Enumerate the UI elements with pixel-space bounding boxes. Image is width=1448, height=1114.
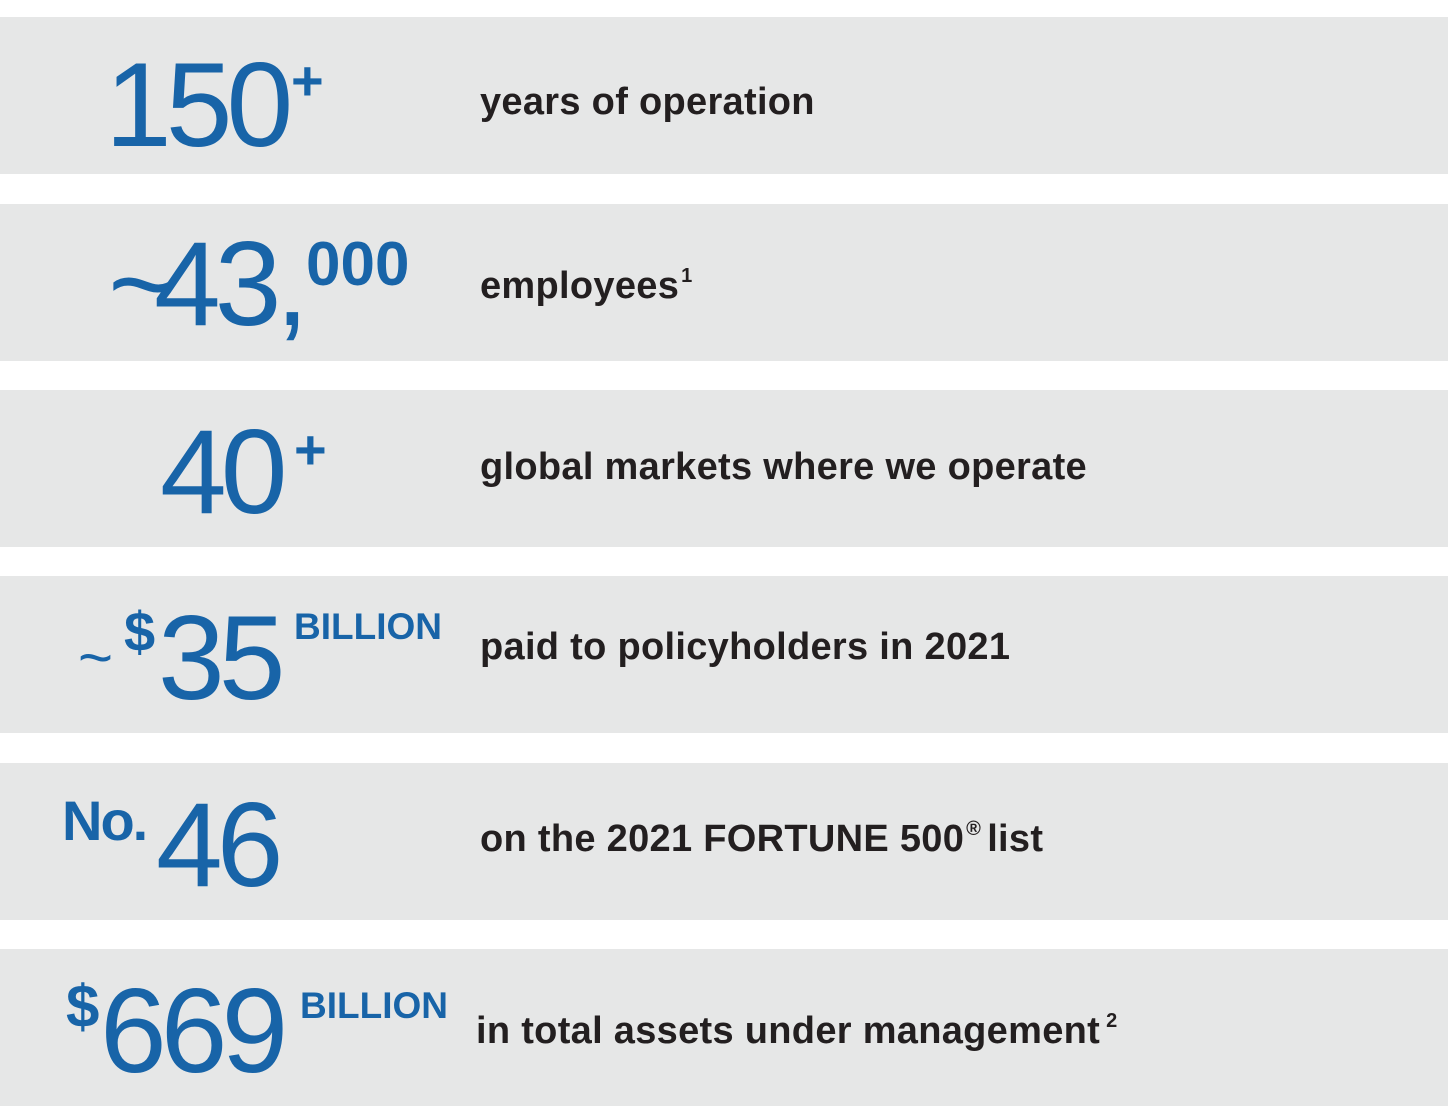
stat-value: 46	[156, 778, 284, 912]
currency-symbol: $	[66, 973, 100, 1040]
stat-row-paid: ~ $ 35 BILLION paid to policyholders in …	[0, 576, 1448, 733]
stat-label: global markets where we operate	[480, 446, 1087, 488]
stat-value: 40	[160, 405, 288, 539]
stat-label: in total assets under management 2	[476, 1011, 1118, 1050]
stat-label: on the 2021 FORTUNE 500 ® list	[480, 819, 1043, 858]
stat-label-text: on the 2021 FORTUNE 500	[480, 818, 965, 860]
stat-row-assets: $ 669 BILLION in total assets under mana…	[0, 949, 1448, 1106]
stat-value: 43,	[154, 217, 309, 351]
stat-label-text: in total assets under management	[476, 1010, 1101, 1052]
stat-suffix: BILLION	[294, 606, 442, 647]
stat-prefix: ~	[108, 217, 178, 351]
stat-suffix: BILLION	[300, 985, 448, 1026]
stat-label-text: employees	[480, 265, 680, 307]
stat-label: employees 1	[480, 266, 693, 305]
stat-row-years: 150 + years of operation	[0, 17, 1448, 174]
stat-suffix: +	[294, 418, 327, 481]
stat-prefix: No.	[62, 789, 148, 852]
stat-prefix: ~	[78, 624, 114, 691]
stat-label: paid to policyholders in 2021	[480, 626, 1011, 668]
stat-row-markets: 40 + global markets where we operate	[0, 390, 1448, 547]
stat-label-tail: list	[987, 818, 1044, 860]
stat-suffix: +	[291, 49, 324, 112]
registered-mark: ®	[966, 818, 982, 840]
stat-suffix: 000	[306, 230, 410, 299]
stat-value: 669	[100, 964, 288, 1098]
stat-value: 35	[158, 591, 286, 725]
stat-row-fortune: No. 46 on the 2021 FORTUNE 500 ® list	[0, 763, 1448, 920]
stat-row-employees: ~ 43, 000 employees 1	[0, 204, 1448, 361]
footnote-marker: 1	[681, 265, 693, 287]
footnote-marker: 2	[1106, 1010, 1118, 1032]
stat-label: years of operation	[480, 81, 815, 123]
currency-symbol: $	[124, 600, 156, 663]
stat-value: 150	[105, 38, 293, 172]
